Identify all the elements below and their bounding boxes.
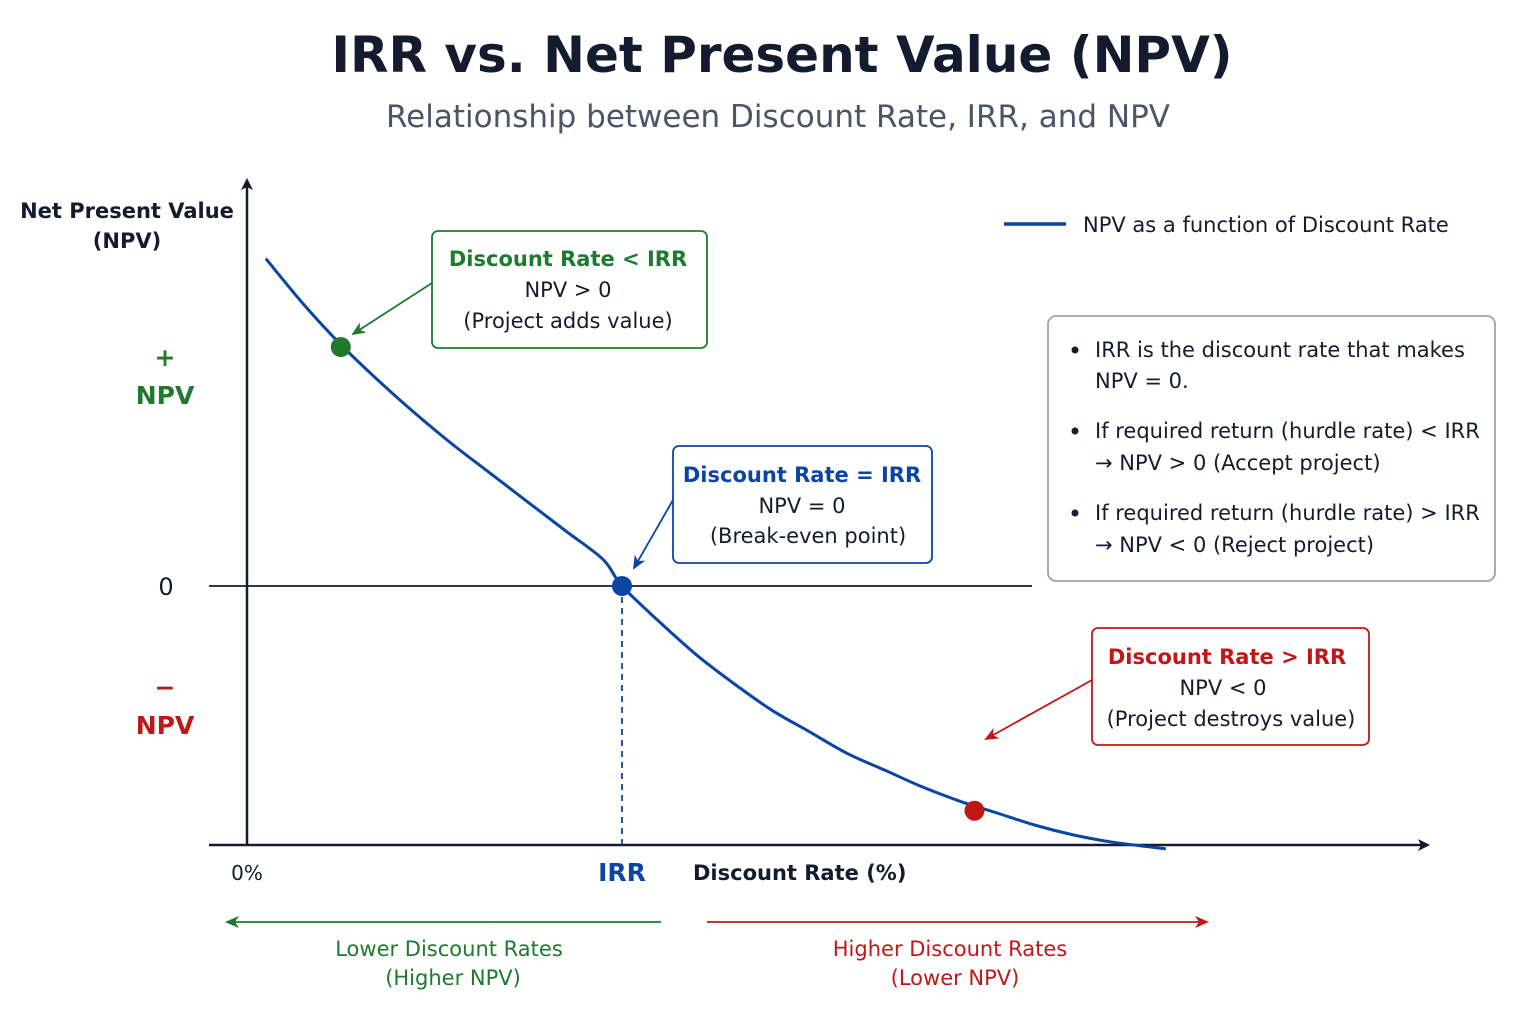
info-bullet-2-dot xyxy=(1071,427,1079,435)
annotation-above-box xyxy=(1091,627,1370,746)
x-irr-label: IRR xyxy=(598,858,646,887)
info-bullet-2-line1: If required return (hurdle rate) < IRR xyxy=(1095,419,1480,443)
npv-curve-line xyxy=(264,257,1166,851)
higher-rates-label-line1: Higher Discount Rates xyxy=(833,937,1067,961)
y-axis-title-line1: Net Present Value xyxy=(20,199,234,223)
x-origin-label: 0% xyxy=(231,861,263,885)
info-bullet-3-line1: If required return (hurdle rate) > IRR xyxy=(1095,501,1480,525)
chart-subtitle: Relationship between Discount Rate, IRR,… xyxy=(386,99,1170,135)
y-plus-label: NPV xyxy=(136,381,195,410)
info-bullet-1-dot xyxy=(1071,346,1079,354)
info-bullet-1-line2: NPV = 0. xyxy=(1095,369,1189,393)
irr-breakeven-point xyxy=(612,576,632,596)
annotation-above-arrow xyxy=(984,679,1093,740)
x-axis-title: Discount Rate (%) xyxy=(693,861,906,885)
lower-rates-label-line2: (Higher NPV) xyxy=(385,966,521,990)
info-box xyxy=(1047,315,1496,582)
y-minus-sign: − xyxy=(155,673,176,702)
info-bullet-2-line2: → NPV > 0 (Accept project) xyxy=(1095,451,1381,475)
annotation-above-npv: NPV < 0 xyxy=(1179,676,1266,700)
info-bullet-3-line2: → NPV < 0 (Reject project) xyxy=(1095,533,1374,557)
annotation-above-heading: Discount Rate > IRR xyxy=(1108,645,1346,669)
annotation-above-note: (Project destroys value) xyxy=(1107,707,1356,731)
chart-title: IRR vs. Net Present Value (NPV) xyxy=(331,26,1232,84)
annotation-below-box xyxy=(431,230,708,349)
info-bullet-3-dot xyxy=(1071,509,1079,517)
annotation-equal-box xyxy=(672,445,933,564)
y-zero-label: 0 xyxy=(158,573,173,601)
annotation-equal-heading: Discount Rate = IRR xyxy=(683,463,921,487)
npv-positive-point xyxy=(330,337,351,357)
higher-rates-label-line2: (Lower NPV) xyxy=(891,966,1020,990)
highlight-points xyxy=(330,337,985,821)
annotation-equal-arrow xyxy=(633,499,674,570)
y-axis-title-line2: (NPV) xyxy=(93,229,161,253)
lower-rates-label-line1: Lower Discount Rates xyxy=(335,937,563,961)
annotation-below-arrow xyxy=(351,282,433,336)
legend-label: NPV as a function of Discount Rate xyxy=(1083,213,1449,237)
annotation-below-note: (Project adds value) xyxy=(463,309,672,333)
y-plus-sign: + xyxy=(155,343,176,372)
npv-negative-point xyxy=(964,800,985,821)
annotation-equal-note: (Break-even point) xyxy=(710,524,906,548)
y-minus-label: NPV xyxy=(136,711,195,740)
info-bullet-1-line1: IRR is the discount rate that makes xyxy=(1095,338,1465,362)
annotation-below-npv: NPV > 0 xyxy=(524,278,611,302)
annotation-below-heading: Discount Rate < IRR xyxy=(449,247,687,271)
annotation-equal-npv: NPV = 0 xyxy=(758,494,845,518)
